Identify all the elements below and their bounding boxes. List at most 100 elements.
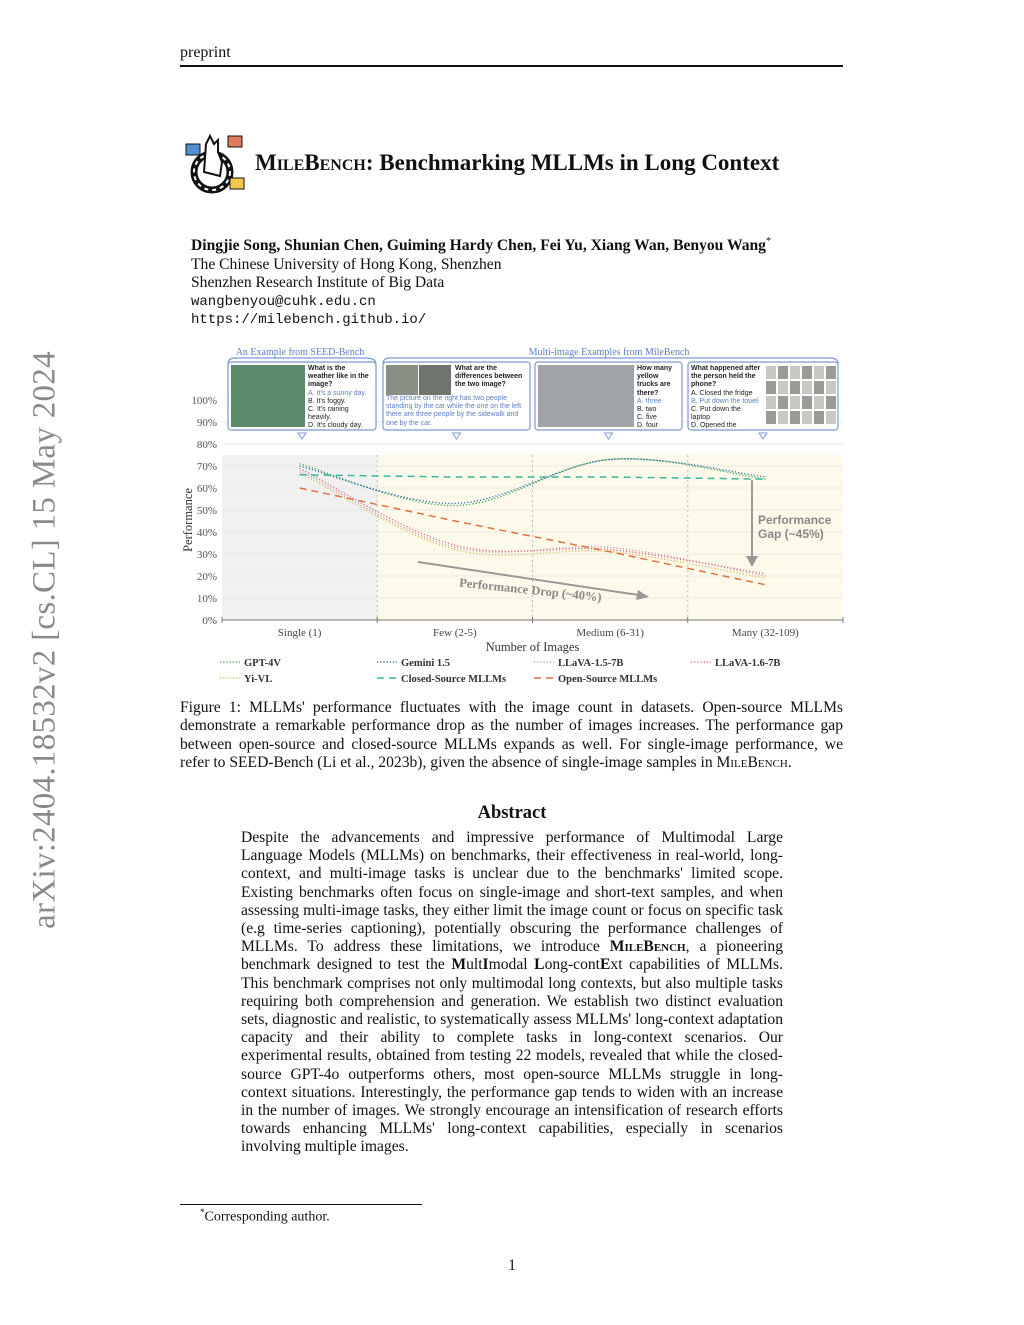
example-text-box: What happened after the person held the …: [691, 365, 761, 429]
brace: [382, 357, 839, 365]
example-image: [790, 366, 800, 379]
example-option: C. It's raining heavily.: [308, 406, 349, 422]
example-option: A. It's a sunny day.: [308, 389, 367, 397]
example-image: [802, 396, 812, 409]
abstract-part: E: [600, 956, 611, 974]
caption-name: MileBench: [716, 753, 788, 771]
email: wangbenyou@cuhk.edu.cn: [191, 293, 376, 310]
y-tick-label: 80%: [197, 439, 217, 451]
example-pointer: [297, 432, 307, 440]
example-image: [814, 381, 824, 394]
example-image: [419, 365, 451, 395]
example-image: [766, 381, 776, 394]
example-option: The picture on the right has two people …: [386, 395, 522, 427]
example-pointer: [603, 432, 614, 440]
y-tick-label: 40%: [197, 527, 217, 539]
legend-label: GPT-4V: [244, 658, 281, 669]
example-image: [766, 411, 776, 424]
x-tick-label: Few (2-5): [433, 627, 477, 639]
abstract-part: Despite the advancements and impressive …: [241, 829, 783, 956]
example-image: [802, 411, 812, 424]
example-image: [826, 381, 836, 394]
example-box: [687, 361, 839, 431]
running-title: preprint: [180, 44, 231, 61]
abstract-part: MileBench: [609, 938, 686, 956]
drop-arrow: [417, 561, 646, 597]
example-image: [802, 381, 812, 394]
example-image: [790, 396, 800, 409]
footnote: *Corresponding author.: [200, 1207, 330, 1226]
example-option: D. four: [637, 422, 659, 429]
y-tick-label: 0%: [202, 615, 217, 627]
example-image: [778, 411, 788, 424]
title-name: MileBench: [255, 150, 366, 175]
abstract-part: , a pioneering benchmark designed to tes…: [241, 938, 783, 974]
example-image: [766, 366, 776, 379]
example-option: D. It's cloudy day.: [308, 422, 363, 429]
example-text-box: How many yellow trucks are there?A. thre…: [637, 365, 679, 429]
authors: Dingjie Song, Shunian Chen, Guiming Hard…: [191, 233, 771, 256]
footnote-rule: [180, 1204, 422, 1205]
example-image: [814, 396, 824, 409]
example-pointer: [451, 432, 462, 440]
footnote-text: Corresponding author.: [204, 1209, 330, 1225]
example-question: What are the differences between the two…: [455, 365, 523, 389]
example-image: [802, 366, 812, 379]
y-tick-label: 100%: [191, 395, 217, 407]
legend-label: Yi-VL: [244, 674, 272, 685]
example-text: What are the differences between the two…: [386, 365, 527, 428]
author-names: Dingjie Song, Shunian Chen, Guiming Hard…: [191, 237, 766, 255]
affiliation: Shenzhen Research Institute of Big Data: [191, 274, 445, 292]
author-block: Dingjie Song, Shunian Chen, Guiming Hard…: [191, 233, 771, 330]
abstract-part: L: [534, 956, 545, 974]
x-axis-label: Number of Images: [486, 640, 580, 654]
example-question: How many yellow trucks are there?: [637, 365, 673, 397]
example-image: [790, 411, 800, 424]
y-tick-label: 30%: [197, 549, 217, 561]
example-image: [778, 366, 788, 379]
abstract-part: ong-cont: [544, 956, 601, 974]
series-line: [299, 487, 766, 586]
x-tick-label: Single (1): [278, 627, 322, 639]
x-tick-label: Medium (6-31): [576, 627, 644, 639]
example-image: [766, 396, 776, 409]
caption-text: .: [787, 753, 792, 771]
example-image: [826, 411, 836, 424]
example-image: [778, 381, 788, 394]
paper-title: MileBench: Benchmarking MLLMs in Long Co…: [255, 150, 779, 176]
legend-label: Gemini 1.5: [401, 658, 450, 669]
y-tick-label: 10%: [197, 593, 217, 605]
example-image: [826, 396, 836, 409]
example-option: C. five: [637, 414, 657, 422]
example-pointer: [758, 432, 768, 440]
annotation-box: Performance Gap (~45%): [758, 513, 831, 541]
gap-arrowhead: [746, 556, 758, 567]
example-question: What is the weather like in the image?: [308, 365, 369, 389]
example-option: B. two: [637, 406, 657, 414]
panel-label: An Example from SEED-Bench: [236, 347, 365, 358]
page-number: 1: [508, 1257, 516, 1274]
y-tick-label: 20%: [197, 571, 217, 583]
author-mark: *: [765, 236, 771, 247]
abstract-part: I: [482, 956, 489, 974]
example-option: B. It's foggy.: [308, 397, 346, 405]
example-image: [778, 396, 788, 409]
single-background: [222, 455, 378, 620]
example-text-box: What are the differences between the two…: [386, 365, 527, 428]
example-image: [386, 365, 418, 395]
example-image: [790, 381, 800, 394]
panel-label: Multi-image Examples from MileBench: [529, 347, 690, 358]
arxiv-stamp: arXiv:2404.18532v2 [cs.CL] 15 May 2024: [26, 351, 63, 929]
example-image: [826, 366, 836, 379]
abstract-text: Despite the advancements and impressive …: [241, 829, 783, 1157]
series-line: [299, 458, 766, 505]
url[interactable]: https://milebench.github.io/: [191, 312, 427, 329]
example-option: C. Put down the laptop: [691, 406, 741, 422]
affiliation: The Chinese University of Hong Kong, She…: [191, 255, 502, 273]
example-question: What happened after the person held the …: [691, 365, 761, 389]
y-axis-label: Performance: [181, 488, 195, 552]
example-image: [231, 365, 305, 427]
legend-label: Open-Source MLLMs: [558, 674, 657, 685]
example-text: How many yellow trucks are there? A. thre…: [637, 365, 679, 429]
